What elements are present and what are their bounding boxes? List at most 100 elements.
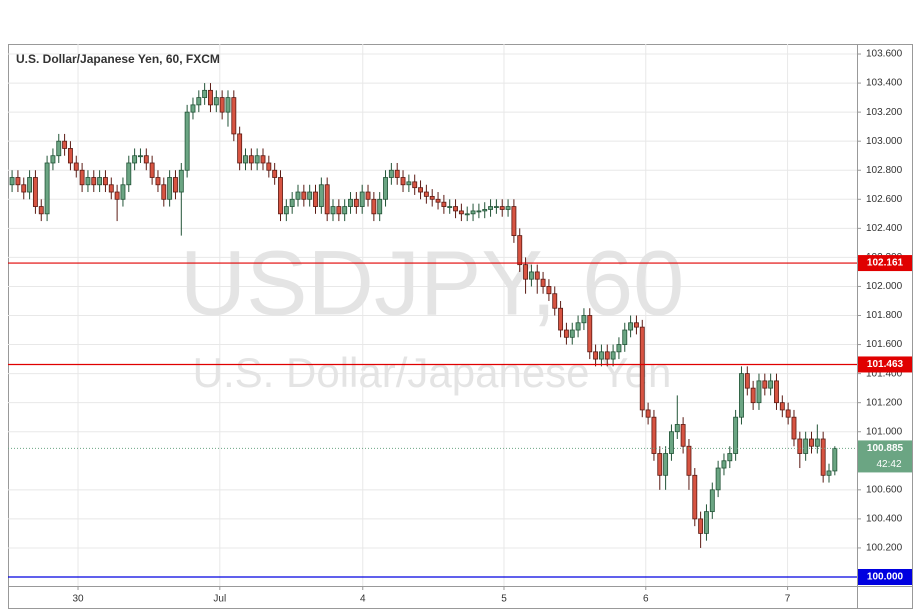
- candle-body: [721, 460, 727, 469]
- candle-body: [628, 322, 634, 331]
- candle-body: [785, 409, 791, 418]
- last-price-label: 100.885: [867, 443, 904, 454]
- candle-body: [581, 315, 587, 324]
- x-tick-label: 4: [360, 594, 366, 605]
- candle-body: [528, 271, 534, 280]
- candle-body: [814, 438, 820, 447]
- candle-body: [313, 191, 318, 207]
- price-label: 100.000: [867, 572, 904, 583]
- candle-body: [377, 198, 383, 215]
- candle-body: [651, 416, 657, 454]
- candle-body: [184, 111, 190, 171]
- candle-body: [575, 322, 581, 331]
- candle-body: [108, 184, 114, 193]
- candle-body: [762, 380, 768, 389]
- candle-body: [237, 133, 243, 164]
- candle-body: [447, 206, 453, 208]
- watermark-subtitle: U.S. Dollar/Japanese Yen: [193, 349, 672, 396]
- candle-body: [779, 402, 785, 411]
- candle-body: [803, 438, 809, 454]
- candle-body: [476, 210, 482, 213]
- candle-body: [435, 198, 441, 203]
- candle-body: [161, 184, 167, 200]
- candle-body: [143, 155, 149, 164]
- candle-body: [400, 177, 406, 186]
- candle-body: [67, 148, 73, 164]
- y-tick-label: 103.000: [866, 136, 903, 147]
- y-tick-label: 101.600: [866, 339, 903, 350]
- candle-body: [365, 191, 371, 200]
- y-tick-label: 103.200: [866, 107, 903, 118]
- candle-body: [289, 198, 295, 207]
- candle-body: [768, 380, 774, 389]
- candle-body: [791, 416, 797, 440]
- candle-body: [598, 351, 604, 360]
- y-tick-label: 103.400: [866, 78, 903, 89]
- candle-body: [283, 206, 289, 215]
- candle-body: [739, 373, 744, 418]
- candle-body: [342, 206, 348, 215]
- candle-body: [709, 489, 715, 513]
- candle-body: [15, 177, 21, 186]
- candle-body: [733, 416, 739, 454]
- candle-body: [348, 198, 353, 207]
- candle-body: [505, 206, 511, 210]
- candle-body: [213, 97, 219, 106]
- candle-body: [429, 195, 435, 200]
- candle-body: [534, 271, 540, 280]
- candle-body: [756, 380, 762, 404]
- candle-body: [394, 169, 400, 178]
- candle-body: [797, 438, 803, 454]
- candle-body: [120, 184, 126, 200]
- candle-body: [604, 351, 610, 360]
- candle-body: [27, 177, 33, 193]
- candle-body: [744, 373, 750, 389]
- candle-body: [622, 329, 628, 345]
- price-label-box: [858, 255, 912, 272]
- price-label: 102.161: [867, 258, 904, 269]
- candle-body: [97, 177, 103, 186]
- candle-body: [464, 213, 470, 216]
- candle-body: [657, 453, 663, 476]
- candle-body: [809, 438, 814, 447]
- candle-body: [272, 169, 278, 178]
- y-tick-label: 101.000: [866, 426, 903, 437]
- x-tick-label: Jul: [213, 594, 226, 605]
- candle-body: [114, 191, 120, 200]
- candle-body: [50, 155, 56, 164]
- candle-body: [715, 467, 721, 491]
- candle-body: [307, 191, 313, 200]
- x-tick-label: 5: [501, 594, 507, 605]
- candle-body: [639, 326, 645, 411]
- candle-body: [453, 206, 458, 212]
- candle-body: [359, 191, 365, 207]
- candle-body: [820, 438, 826, 476]
- candle-body: [202, 89, 208, 99]
- candle-body: [692, 474, 698, 520]
- candle-body: [266, 162, 272, 171]
- candle-body: [412, 181, 418, 189]
- candle-body: [371, 198, 377, 215]
- candle-body: [56, 140, 62, 157]
- y-tick-label: 102.600: [866, 194, 903, 205]
- candle-body: [482, 209, 488, 212]
- price-label-box: [858, 568, 912, 585]
- candle-body: [190, 104, 196, 113]
- candle-body: [219, 97, 225, 113]
- candle-body: [593, 351, 599, 360]
- candle-body: [633, 322, 639, 328]
- candle-body: [260, 155, 266, 164]
- candle-body: [330, 206, 336, 215]
- candle-body: [318, 184, 324, 207]
- candle-body: [680, 424, 686, 447]
- candle-body: [645, 409, 651, 418]
- candle-body: [774, 380, 779, 404]
- candle-body: [324, 184, 330, 215]
- y-tick-label: 101.200: [866, 397, 903, 408]
- candle-body: [499, 206, 505, 210]
- candle-body: [21, 184, 27, 193]
- candle-body: [44, 162, 50, 215]
- candle-body: [540, 278, 546, 287]
- candle-body: [750, 387, 756, 404]
